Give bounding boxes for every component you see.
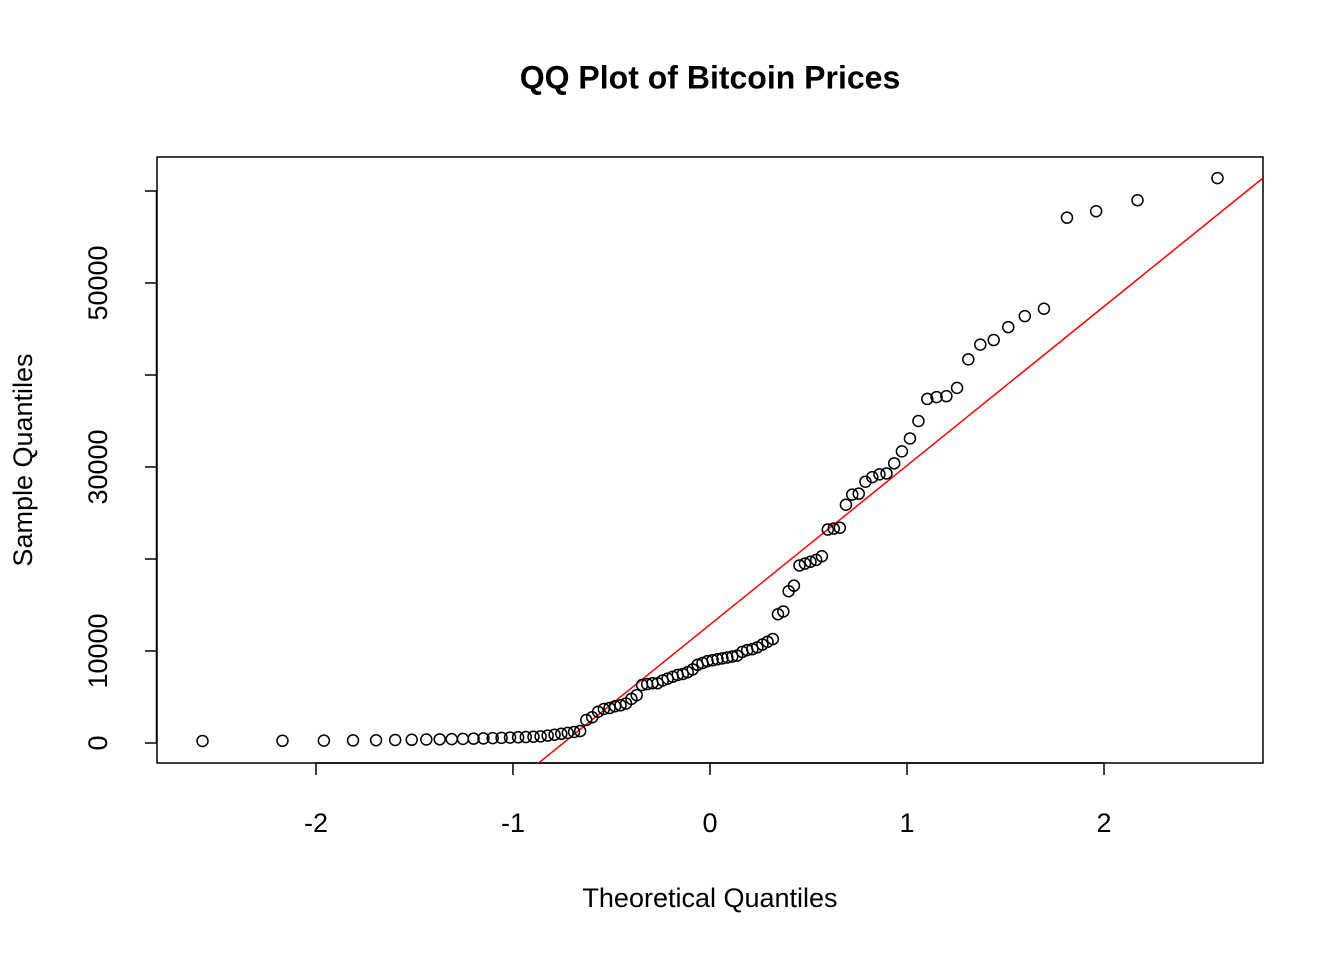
data-point (276, 734, 289, 748)
x-tick-label: -1 (501, 808, 525, 838)
data-point (405, 733, 418, 747)
x-axis-label: Theoretical Quantiles (582, 883, 837, 913)
data-point (1211, 171, 1224, 185)
data-point (716, 652, 729, 665)
data-point (777, 605, 790, 618)
y-axis-label: Sample Quantiles (8, 353, 38, 566)
data-point (317, 734, 331, 747)
data-point (573, 724, 587, 738)
x-tick-label: 1 (899, 808, 914, 838)
data-point (903, 432, 917, 445)
data-point (1089, 204, 1103, 218)
data-point (815, 549, 829, 563)
data-point (950, 381, 964, 395)
data-point (895, 445, 909, 458)
data-point (541, 729, 554, 742)
data-point (548, 728, 561, 741)
data-point (630, 688, 643, 702)
data-point (721, 651, 734, 664)
data-point (974, 338, 987, 351)
data-point (567, 725, 581, 739)
data-point (852, 487, 865, 500)
data-point (873, 468, 886, 481)
data-point (880, 467, 893, 480)
data-point (839, 498, 853, 511)
data-point (196, 734, 209, 748)
data-point (519, 730, 533, 744)
data-point (495, 731, 508, 745)
x-tick-label: -2 (304, 808, 328, 838)
data-point (346, 734, 360, 747)
data-point (706, 653, 719, 667)
data-point (912, 414, 925, 428)
data-point (597, 702, 611, 716)
data-point (793, 559, 806, 572)
data-point (555, 727, 568, 741)
data-point (845, 488, 859, 501)
chart-title: QQ Plot of Bitcoin Prices (520, 59, 901, 95)
data-point (580, 713, 593, 727)
data-point (477, 732, 490, 745)
data-point (503, 731, 517, 744)
data-point (726, 650, 739, 663)
data-point (711, 653, 724, 666)
y-tick-label: 30000 (83, 429, 113, 504)
x-tick-label: 2 (1096, 808, 1111, 838)
data-point (827, 522, 840, 535)
data-point (388, 733, 402, 747)
data-point (591, 705, 605, 718)
data-point (787, 579, 801, 592)
y-tick-label: 10000 (83, 613, 113, 688)
data-point (534, 730, 547, 743)
data-point (1037, 302, 1051, 316)
data-point (527, 730, 540, 743)
data-point (1018, 309, 1032, 323)
data-point (369, 733, 383, 747)
data-point (433, 733, 446, 746)
data-point (930, 390, 943, 404)
data-point (921, 392, 934, 406)
data-point (987, 333, 1000, 347)
data-point (833, 521, 847, 534)
data-point (486, 731, 499, 745)
y-tick-label: 50000 (83, 245, 113, 320)
data-point (866, 470, 879, 484)
x-tick-label: 0 (702, 808, 717, 838)
plot-area (537, 177, 1263, 763)
data-point (766, 632, 780, 646)
data-point (511, 731, 525, 744)
data-point (804, 555, 817, 569)
data-point (887, 457, 901, 470)
data-point (798, 557, 812, 570)
data-point (821, 523, 835, 536)
data-point (420, 733, 433, 746)
data-point (467, 732, 480, 745)
data-point (940, 389, 953, 403)
data-point (1002, 320, 1015, 334)
data-point (561, 726, 575, 740)
data-point (962, 353, 975, 366)
data-point (1060, 211, 1074, 224)
y-tick-label: 0 (83, 735, 113, 750)
data-point (1131, 193, 1144, 207)
data-point (614, 699, 627, 712)
reference-line (537, 177, 1263, 763)
